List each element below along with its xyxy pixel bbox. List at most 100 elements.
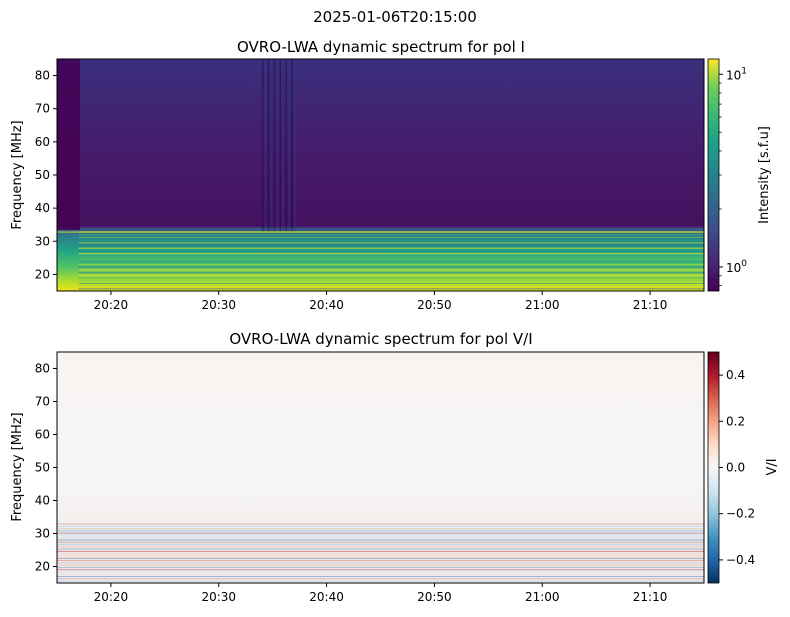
striation-horizontal [78, 274, 705, 276]
striation-horizontal [78, 261, 705, 263]
striation-horizontal [57, 555, 704, 557]
striation-horizontal [57, 557, 704, 559]
striation-horizontal [57, 560, 704, 562]
y-axis-label-pol-i: Frequency [MHz] [10, 120, 25, 229]
striation-vertical [270, 59, 273, 232]
striation-horizontal [57, 535, 704, 536]
colorbar-tick-label: 0.4 [726, 368, 745, 382]
y-tick-label: 20 [35, 267, 50, 281]
x-tick-label: 21:00 [525, 590, 560, 604]
colorbar-tick-label: 101 [726, 66, 747, 82]
data-gap-region [57, 59, 80, 230]
y-tick-label: 80 [35, 362, 50, 376]
axes-pol-i: 20:20 20:30 20:40 20:50 21:00 21:10 20 30 40 50 60… [35, 69, 668, 312]
chart-title-pol-i: OVRO-LWA dynamic spectrum for pol I [237, 38, 525, 56]
striation-vertical [261, 59, 264, 232]
striation-vertical [267, 59, 270, 232]
striation-horizontal [78, 280, 705, 282]
colorbar-tick-label: −0.4 [726, 553, 755, 567]
striation-horizontal [57, 578, 704, 580]
striation-horizontal [78, 255, 705, 257]
y-tick-label: 60 [35, 428, 50, 442]
striation-vertical [273, 59, 276, 232]
striation-horizontal [57, 562, 704, 564]
striation-horizontal [78, 242, 705, 244]
colorbar-label-pol-vi: V/I [765, 458, 780, 475]
striation-horizontal [57, 553, 704, 555]
x-tick-label: 20:50 [417, 298, 452, 312]
y-tick-label: 70 [35, 395, 50, 409]
striation-horizontal [57, 567, 704, 568]
figure-suptitle: 2025-01-06T20:15:00 [313, 8, 477, 26]
colorbar-tick-label: 100 [726, 259, 747, 275]
striation-vertical [279, 59, 282, 232]
colorbar-tick-exponent: 1 [741, 66, 747, 76]
striation-vertical [288, 59, 290, 232]
colorbar-label-pol-i: Intensity [s.f.u] [757, 126, 772, 224]
striation-vertical [294, 59, 296, 232]
striation-horizontal [78, 250, 705, 252]
x-tick-label: 20:40 [309, 298, 344, 312]
x-tick-label: 21:00 [525, 298, 560, 312]
striation-horizontal [78, 282, 705, 285]
striation-horizontal [57, 573, 704, 575]
colorbar-pol-vi [707, 351, 720, 584]
striation-vertical [285, 59, 288, 232]
y-tick-label: 20 [35, 560, 50, 574]
striation-horizontal [57, 548, 704, 550]
x-tick-label: 20:30 [201, 298, 236, 312]
band-edge [57, 231, 704, 233]
chart-pol-vi: OVRO-LWA dynamic spectrum for pol V/I 20… [10, 330, 780, 604]
spectral-striations-pol-i [57, 59, 705, 290]
x-tick-label: 20:30 [201, 590, 236, 604]
axes-pol-vi: 20:20 20:30 20:40 20:50 21:00 21:10 20 30 40 50 60… [35, 362, 668, 605]
striation-horizontal [57, 564, 704, 566]
striation-horizontal [57, 523, 704, 525]
y-tick-label: 50 [35, 168, 50, 182]
striation-horizontal [78, 266, 705, 268]
striation-horizontal [57, 576, 704, 578]
colorbar-tick-label: 0.0 [726, 461, 745, 475]
striation-horizontal [78, 285, 705, 287]
striation-vertical [276, 59, 279, 232]
colorbar-tick-label: 0.2 [726, 414, 745, 428]
y-tick-label: 30 [35, 527, 50, 541]
y-tick-label: 70 [35, 102, 50, 116]
y-tick-label: 40 [35, 494, 50, 508]
x-tick-label: 20:20 [94, 298, 129, 312]
striation-horizontal [57, 551, 704, 552]
striation-vertical [291, 59, 293, 232]
striation-horizontal [57, 537, 704, 539]
striation-horizontal [57, 532, 704, 534]
striation-horizontal [57, 528, 704, 530]
striation-horizontal [57, 569, 704, 571]
striation-horizontal [57, 539, 704, 541]
colorbar-tick-exponent: 0 [741, 259, 747, 269]
colorbar-tick-label: −0.2 [726, 507, 755, 521]
striation-vertical [282, 59, 285, 232]
y-tick-label: 30 [35, 234, 50, 248]
striation-horizontal [57, 525, 704, 527]
y-tick-label: 60 [35, 135, 50, 149]
x-tick-label: 21:10 [633, 590, 668, 604]
x-tick-label: 20:40 [309, 590, 344, 604]
chart-title-pol-vi: OVRO-LWA dynamic spectrum for pol V/I [229, 330, 532, 348]
striation-horizontal [78, 236, 705, 238]
x-tick-label: 20:20 [94, 590, 129, 604]
striation-horizontal [57, 580, 704, 582]
colorbar-pol-i [707, 58, 720, 292]
x-tick-label: 21:10 [633, 298, 668, 312]
striation-horizontal [78, 269, 705, 271]
colorbar-tick-base: 10 [726, 261, 741, 275]
striation-horizontal [78, 272, 705, 274]
striation-horizontal [57, 546, 704, 548]
y-tick-label: 50 [35, 461, 50, 475]
striation-horizontal [78, 234, 705, 236]
spectral-striations-pol-vi [57, 523, 704, 582]
y-axis-label-pol-vi: Frequency [MHz] [10, 412, 25, 521]
striation-horizontal [78, 258, 705, 260]
colorbar-ticks-pol-vi: 0.4 0.2 0.0 −0.2 −0.4 [719, 368, 755, 567]
heatmap-pol-vi [57, 352, 704, 583]
